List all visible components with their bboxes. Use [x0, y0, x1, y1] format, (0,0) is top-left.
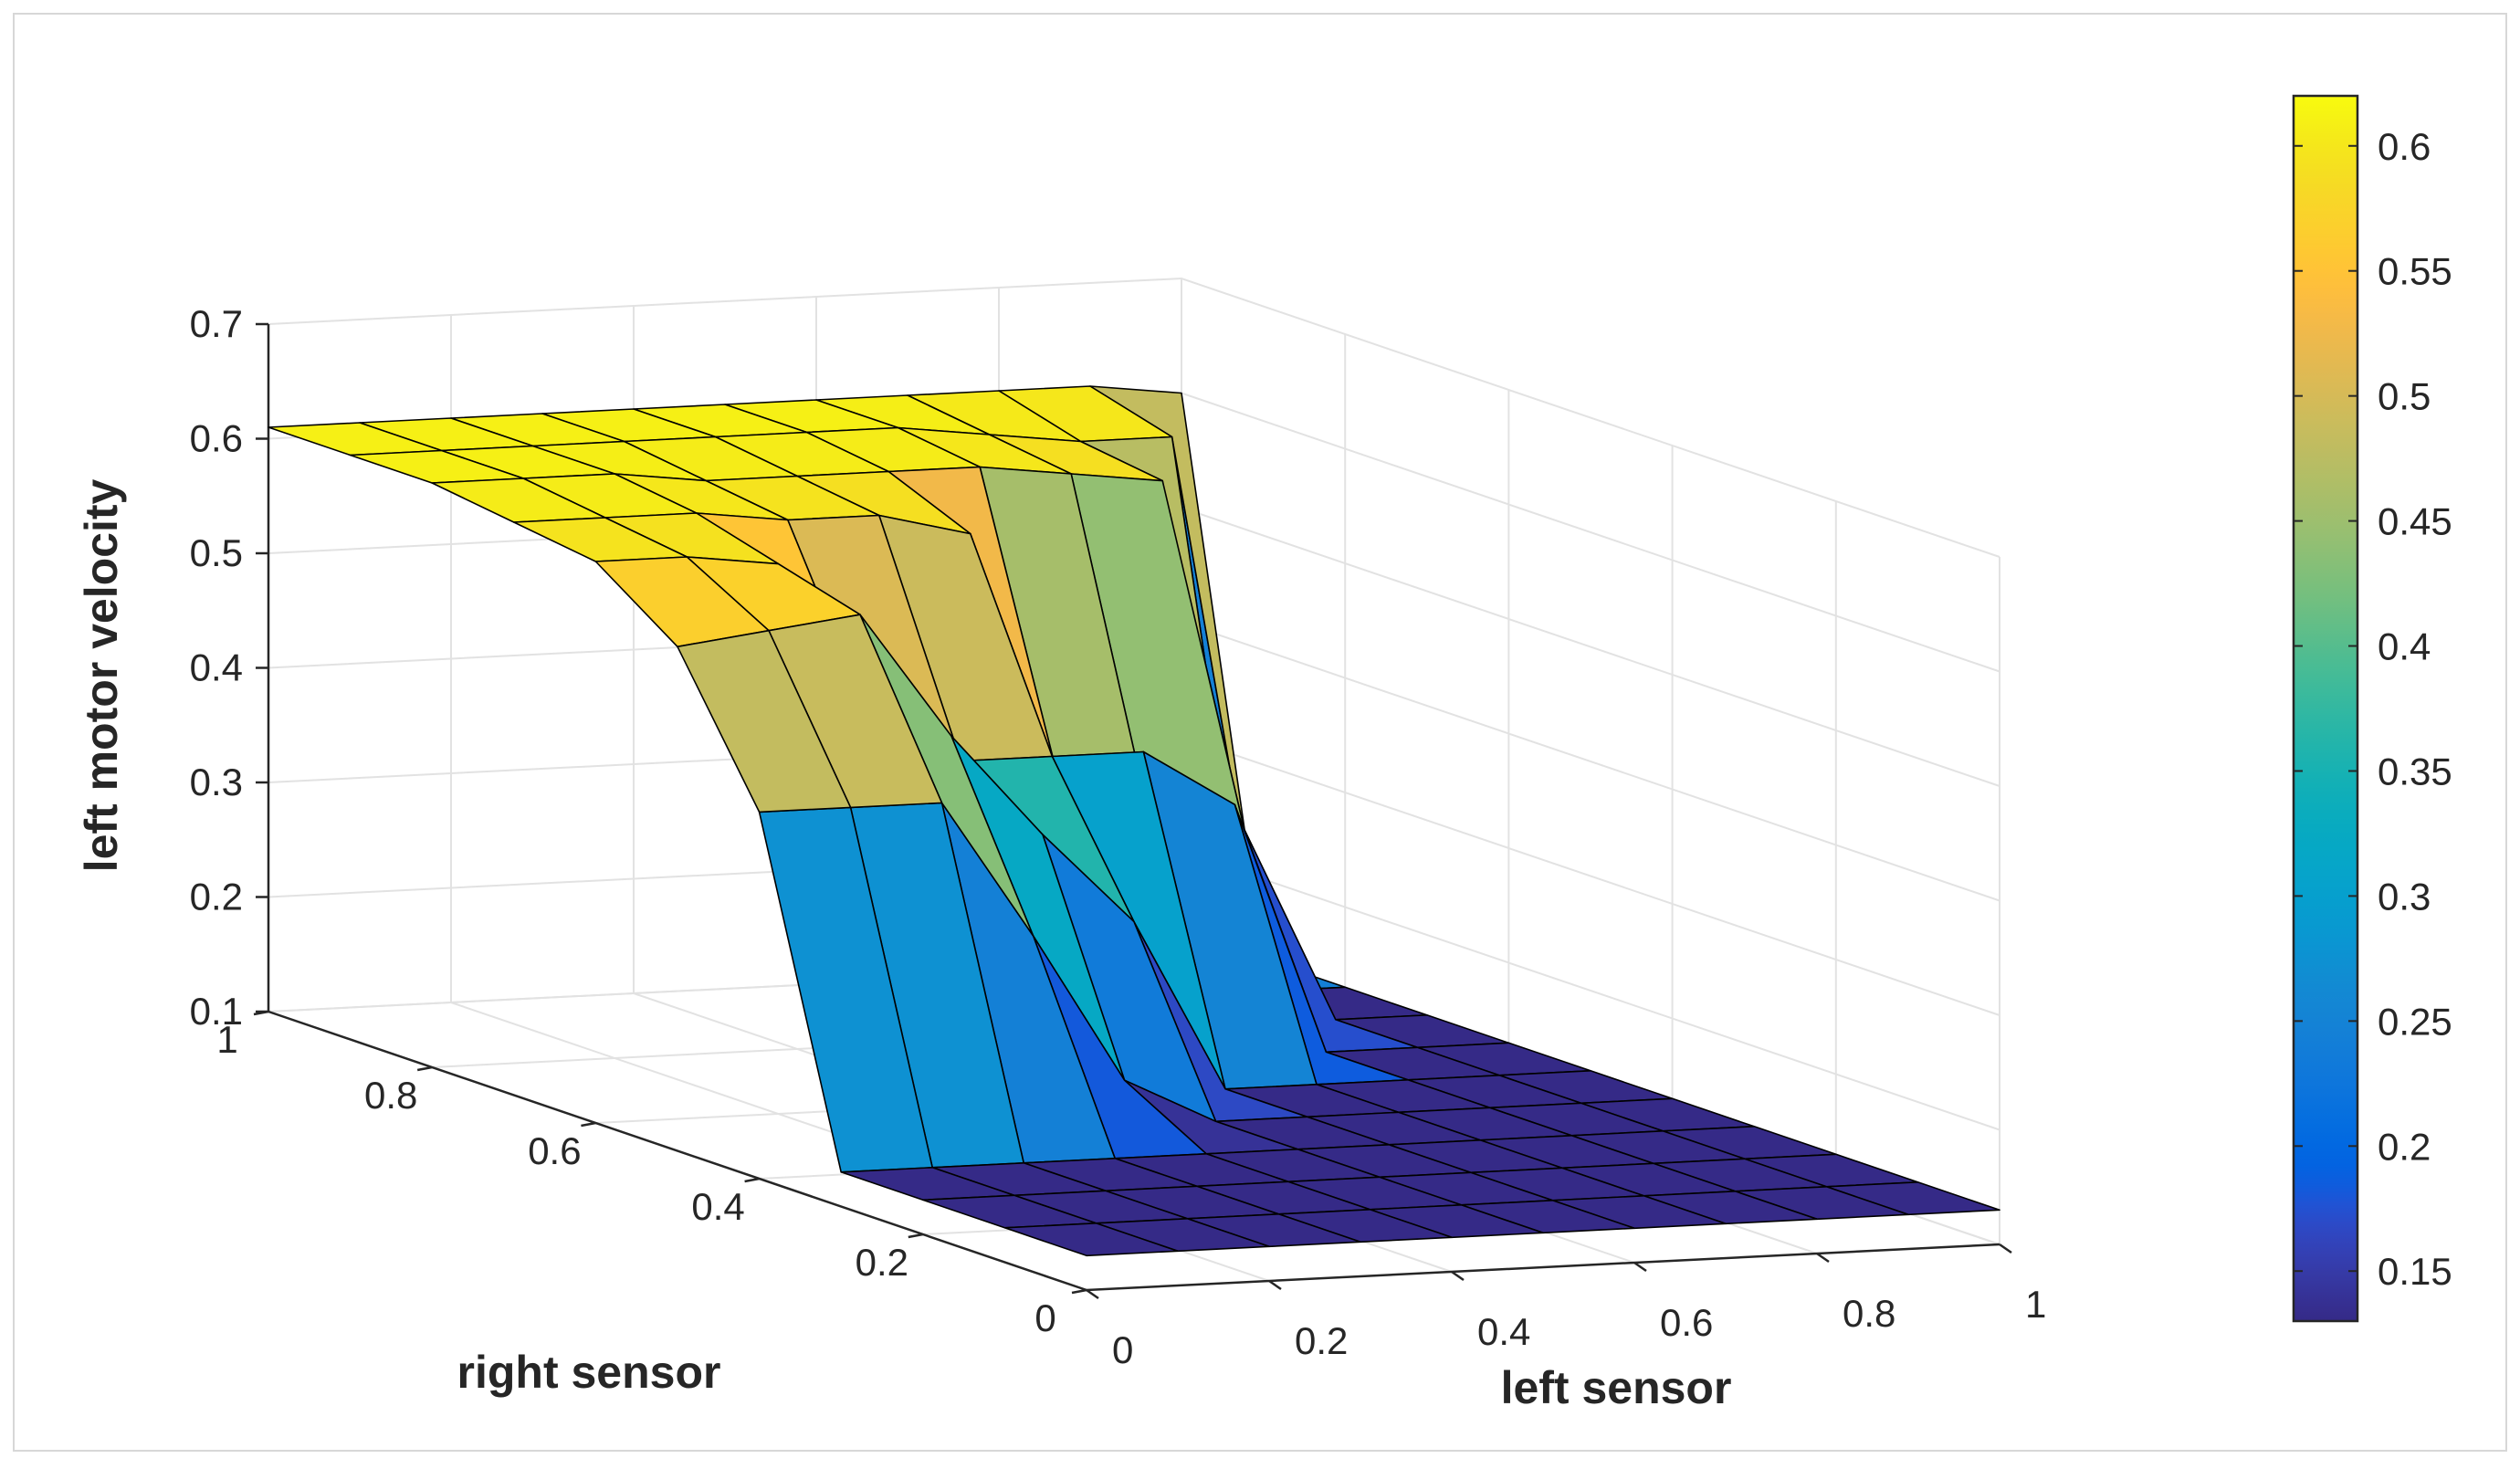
y-tick-label: 0.4 [691, 1185, 744, 1228]
x-axis-line [1086, 1243, 2000, 1292]
x-tick-label: 0.2 [1295, 1319, 1348, 1362]
y-tick-mark [581, 1121, 596, 1128]
gridline-z [268, 277, 2000, 558]
colorbar-tick-label: 0.55 [2378, 250, 2452, 293]
y-tick-mark [253, 1010, 269, 1016]
y-tick-mark [416, 1065, 433, 1072]
colorbar-tick-label: 0.15 [2378, 1250, 2452, 1293]
x-tick-mark [1086, 1288, 1099, 1300]
x-tick-mark [1451, 1270, 1465, 1282]
x-tick-label: 0.4 [1477, 1310, 1530, 1353]
z-axis-title: left motor velocity [76, 478, 127, 872]
x-tick-mark [1268, 1279, 1282, 1291]
colorbar-tick-label: 0.25 [2378, 1000, 2452, 1043]
x-tick-label: 0 [1112, 1328, 1133, 1371]
y-tick-mark [744, 1177, 760, 1183]
y-axis-line [268, 1010, 1087, 1292]
x-tick-mark [1999, 1243, 2012, 1254]
x-tick-label: 0.6 [1660, 1301, 1713, 1344]
y-tick-label: 0.8 [364, 1074, 417, 1117]
y-tick-label: 0.6 [528, 1129, 581, 1172]
x-axis-title: left sensor [1501, 1362, 1732, 1413]
surface-mesh [268, 385, 2000, 1257]
x-tick-mark [1816, 1252, 1830, 1264]
colorbar-tick-label: 0.35 [2378, 750, 2452, 792]
y-tick-label: 0.2 [856, 1241, 908, 1284]
z-tick-label: 0.2 [190, 876, 243, 918]
z-tick-label: 0.5 [190, 531, 243, 574]
y-tick-mark [1071, 1288, 1087, 1295]
colorbar-tick-label: 0.6 [2378, 125, 2431, 168]
surface-patch [1003, 1222, 1179, 1257]
x-tick-mark [1633, 1261, 1647, 1273]
colorbar-bar [2292, 94, 2359, 1323]
z-tick-label: 0.4 [190, 646, 243, 689]
colorbar-tick-label: 0.4 [2378, 625, 2431, 668]
y-axis-title: right sensor [457, 1347, 721, 1398]
y-tick-label: 1 [216, 1018, 237, 1061]
z-tick-label: 0.1 [190, 990, 243, 1033]
z-tick-label: 0.6 [190, 417, 243, 460]
x-tick-label: 1 [2025, 1283, 2046, 1326]
colorbar-tick-label: 0.3 [2378, 875, 2431, 918]
colorbar-tick-label: 0.45 [2378, 500, 2452, 543]
axes-lines [253, 322, 2012, 1300]
z-tick-label: 0.7 [190, 302, 243, 345]
colorbar-tick-label: 0.5 [2378, 375, 2431, 418]
y-tick-label: 0 [1034, 1296, 1055, 1339]
colorbar: 0.15 0.2 0.25 0.3 0.35 0.4 0.45 0.5 0.55 0.6 [2292, 94, 2452, 1323]
x-tick-label: 0.8 [1843, 1292, 1895, 1335]
axis-labels: 0.1 0.2 0.3 0.4 0.5 0.6 0.7 0 0.2 0.4 0.6 0.8 1 0 0.2 0… [76, 302, 2046, 1413]
surface-patch [677, 629, 852, 813]
z-tick-label: 0.3 [190, 761, 243, 803]
y-tick-mark [908, 1233, 924, 1239]
colorbar-tick-label: 0.2 [2378, 1125, 2431, 1168]
